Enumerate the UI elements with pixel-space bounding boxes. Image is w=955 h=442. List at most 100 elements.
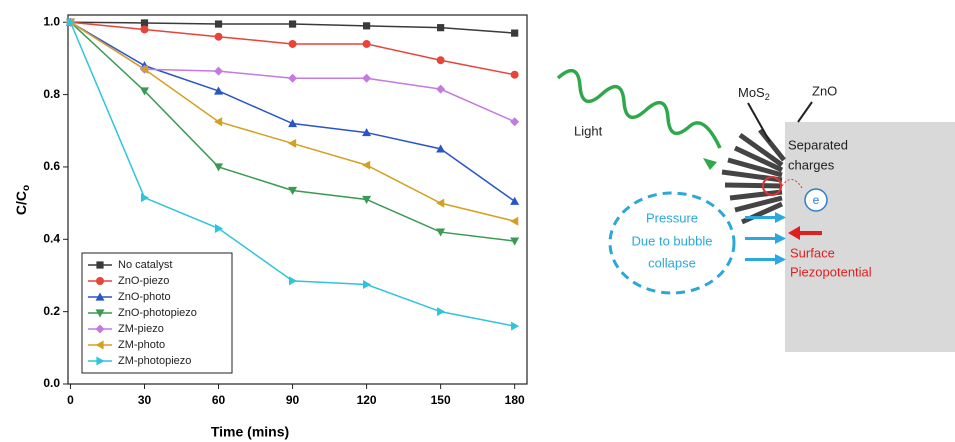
legend-marker [96, 261, 104, 269]
marker [436, 56, 445, 65]
zno-pointer [797, 101, 813, 123]
marker [511, 29, 519, 37]
pressure-bubble [608, 191, 736, 295]
marker [510, 196, 520, 205]
marker [510, 237, 520, 246]
marker [436, 228, 446, 237]
legend-label: ZM-photopiezo [118, 355, 191, 367]
marker [140, 19, 149, 27]
hole [762, 176, 782, 196]
mos2-sub: 2 [765, 92, 770, 102]
marker [214, 86, 224, 95]
y-axis-title-main: C/C [13, 191, 29, 215]
marker [288, 138, 297, 148]
legend-marker [95, 324, 105, 334]
marker [140, 193, 149, 203]
marker [362, 195, 372, 204]
marker [362, 22, 371, 30]
marker [214, 20, 223, 28]
surface-label: Piezopotential [790, 264, 872, 279]
legend-label: No catalyst [118, 259, 172, 271]
x-tick-label: 90 [286, 393, 300, 407]
pressure-label: Due to bubble [632, 233, 713, 248]
marker [510, 117, 520, 127]
marker [214, 117, 223, 127]
marker [510, 216, 519, 226]
light-label: Light [574, 123, 603, 138]
marker [288, 73, 298, 83]
y-tick-label: 0.0 [43, 376, 60, 390]
series-line [69, 21, 515, 242]
mos2-label: MoS2 [738, 85, 770, 102]
marker [362, 73, 372, 83]
pressure-arrows [745, 212, 786, 265]
y-tick-label: 1.0 [43, 14, 60, 28]
marker [362, 160, 371, 170]
pressure-label: Pressure [646, 210, 698, 225]
legend-label: ZnO-piezo [118, 275, 169, 287]
legend-marker [95, 340, 104, 350]
marker [288, 119, 298, 128]
light-arrowhead [703, 158, 717, 170]
marker [436, 144, 446, 153]
mos2-pointer [747, 102, 771, 143]
legend-label: ZM-photo [118, 339, 165, 351]
marker [362, 280, 372, 290]
y-tick-label: 0.4 [43, 231, 60, 245]
x-tick-label: 60 [212, 393, 226, 407]
marker [437, 307, 446, 317]
marker [66, 17, 75, 27]
marker [140, 64, 149, 74]
series-line [70, 21, 515, 123]
charge-path [781, 179, 803, 189]
marker [437, 24, 445, 32]
x-tick-label: 120 [357, 393, 377, 407]
y-tick-label: 0.2 [43, 304, 60, 318]
electron-label: e [813, 193, 820, 207]
y-axis-title: C/Co [13, 185, 32, 215]
zno-label: ZnO [812, 83, 837, 98]
series-line [70, 21, 516, 202]
marker [140, 87, 149, 96]
surface-label: Surface [790, 245, 835, 260]
marker [214, 66, 224, 76]
electron-circle [804, 188, 828, 212]
y-tick-label: 0.6 [43, 159, 60, 173]
legend-marker [96, 356, 105, 366]
legend-marker [95, 292, 105, 301]
separated-label: Separated [788, 137, 848, 152]
x-tick-label: 180 [505, 393, 525, 407]
zno-block [785, 122, 955, 352]
mos2-flakes [721, 128, 786, 225]
marker [436, 84, 446, 94]
legend-label: ZnO-photo [118, 291, 171, 303]
marker [288, 186, 298, 195]
legend-marker [95, 309, 105, 318]
y-tick-label: 0.8 [43, 87, 60, 101]
piezo-arrow [788, 226, 822, 240]
marker [214, 32, 223, 41]
marker [288, 39, 297, 48]
separated-label: charges [788, 157, 835, 172]
marker [288, 276, 298, 286]
marker [288, 20, 297, 28]
mos2-main: MoS [738, 85, 765, 100]
x-tick-label: 0 [67, 393, 74, 407]
series-line [70, 21, 515, 76]
marker [436, 198, 445, 208]
plot-frame [67, 14, 528, 385]
legend-label: ZM-piezo [118, 323, 164, 335]
marker [511, 321, 520, 331]
marker [362, 39, 371, 48]
x-tick-label: 150 [431, 393, 451, 407]
diagram: Light MoS2 ZnO Separated charges e Press… [556, 68, 955, 352]
marker [214, 223, 224, 233]
marker [214, 163, 224, 172]
x-tick-label: 30 [138, 393, 152, 407]
marker [362, 128, 372, 137]
y-axis-title-sub: o [21, 185, 32, 191]
legend-label: ZnO-photopiezo [118, 307, 197, 319]
pressure-label: collapse [648, 255, 696, 270]
light-wave [556, 68, 722, 149]
